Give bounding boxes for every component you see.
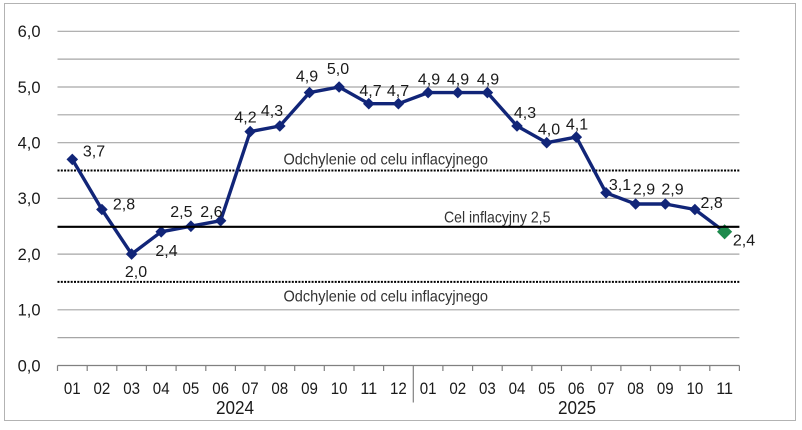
svg-text:6,0: 6,0	[18, 23, 41, 41]
svg-text:4,7: 4,7	[359, 83, 381, 100]
svg-text:4,2: 4,2	[234, 110, 256, 127]
svg-text:4,0: 4,0	[18, 135, 41, 153]
svg-text:2024: 2024	[216, 398, 254, 418]
svg-text:2025: 2025	[558, 398, 596, 418]
svg-text:2,6: 2,6	[200, 204, 222, 221]
svg-text:4,9: 4,9	[447, 71, 469, 88]
svg-text:08: 08	[627, 379, 644, 398]
svg-text:04: 04	[153, 379, 170, 398]
svg-text:Cel inflacyjny 2,5: Cel inflacyjny 2,5	[444, 210, 550, 227]
svg-text:3,0: 3,0	[18, 190, 41, 208]
svg-text:11: 11	[716, 379, 733, 398]
svg-text:3,1: 3,1	[609, 177, 631, 194]
svg-text:3,7: 3,7	[83, 144, 105, 161]
svg-text:4,3: 4,3	[261, 103, 283, 120]
svg-text:03: 03	[479, 379, 496, 398]
svg-text:2,0: 2,0	[18, 246, 41, 264]
svg-text:4,7: 4,7	[387, 83, 409, 100]
svg-text:4,9: 4,9	[296, 69, 318, 86]
svg-text:11: 11	[360, 379, 377, 398]
svg-text:2,4: 2,4	[733, 232, 755, 249]
svg-text:Odchylenie od celu inflacyjneg: Odchylenie od celu inflacyjnego	[284, 288, 489, 305]
svg-text:02: 02	[449, 379, 466, 398]
svg-text:2,9: 2,9	[633, 182, 655, 199]
svg-text:06: 06	[212, 379, 229, 398]
svg-text:02: 02	[94, 379, 111, 398]
svg-text:10: 10	[331, 379, 348, 398]
svg-text:07: 07	[242, 379, 259, 398]
svg-text:4,9: 4,9	[418, 71, 440, 88]
svg-text:10: 10	[687, 379, 704, 398]
svg-text:2,5: 2,5	[170, 204, 192, 221]
svg-text:06: 06	[568, 379, 585, 398]
svg-text:4,3: 4,3	[514, 105, 536, 122]
svg-text:05: 05	[538, 379, 555, 398]
svg-text:2,4: 2,4	[155, 243, 177, 260]
svg-text:4,0: 4,0	[538, 121, 560, 138]
svg-text:07: 07	[598, 379, 615, 398]
svg-text:04: 04	[509, 379, 526, 398]
svg-text:1,0: 1,0	[18, 302, 41, 320]
svg-text:01: 01	[420, 379, 437, 398]
svg-text:05: 05	[183, 379, 200, 398]
svg-text:01: 01	[64, 379, 81, 398]
svg-text:08: 08	[271, 379, 288, 398]
svg-text:09: 09	[301, 379, 318, 398]
svg-text:03: 03	[123, 379, 140, 398]
svg-text:0,0: 0,0	[18, 357, 41, 375]
svg-text:5,0: 5,0	[327, 61, 349, 78]
svg-text:2,8: 2,8	[700, 195, 722, 212]
svg-text:4,1: 4,1	[566, 116, 588, 133]
svg-text:12: 12	[390, 379, 407, 398]
svg-text:Odchylenie od celu inflacyjneg: Odchylenie od celu inflacyjnego	[284, 151, 489, 168]
svg-text:2,8: 2,8	[113, 196, 135, 213]
svg-text:5,0: 5,0	[18, 79, 41, 97]
svg-text:2,0: 2,0	[125, 264, 147, 281]
svg-text:4,9: 4,9	[477, 71, 499, 88]
svg-text:2,9: 2,9	[661, 182, 683, 199]
svg-text:09: 09	[657, 379, 674, 398]
